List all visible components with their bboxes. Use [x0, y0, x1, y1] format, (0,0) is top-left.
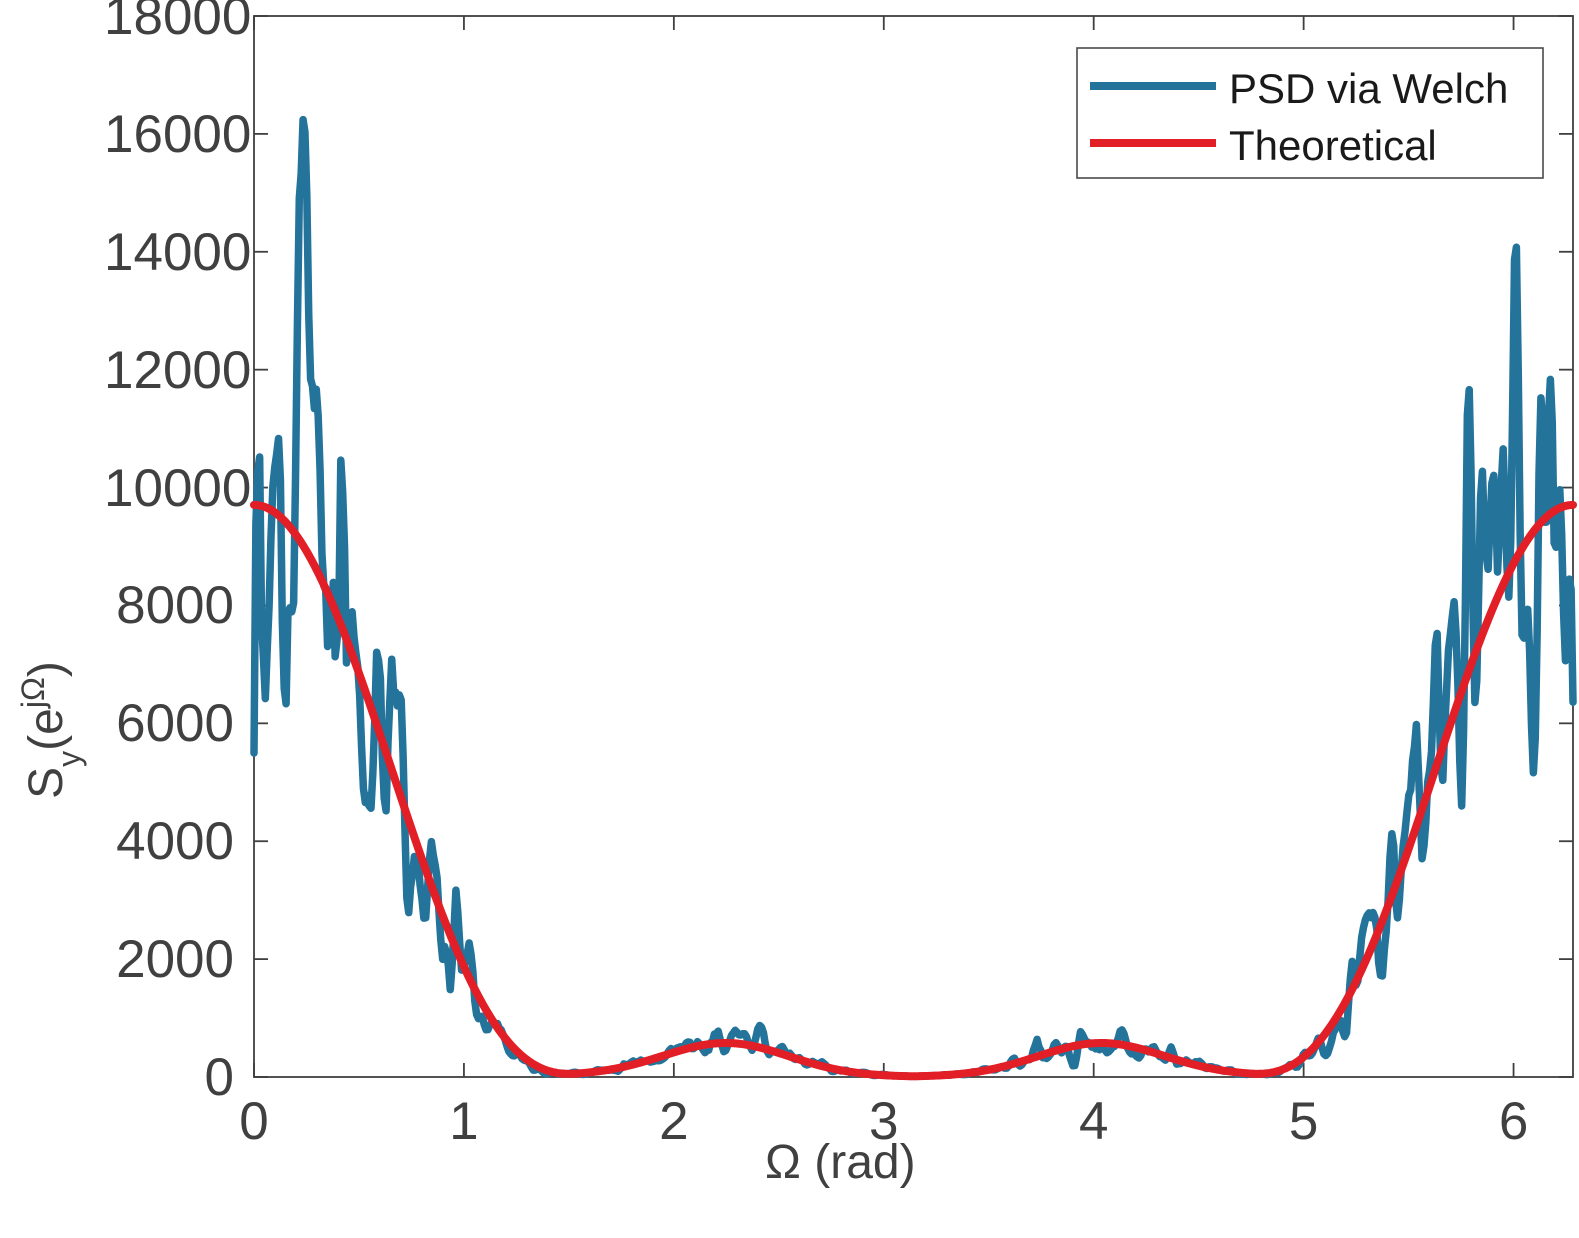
svg-text:Sy(ejΩ): Sy(ejΩ) [15, 661, 87, 799]
